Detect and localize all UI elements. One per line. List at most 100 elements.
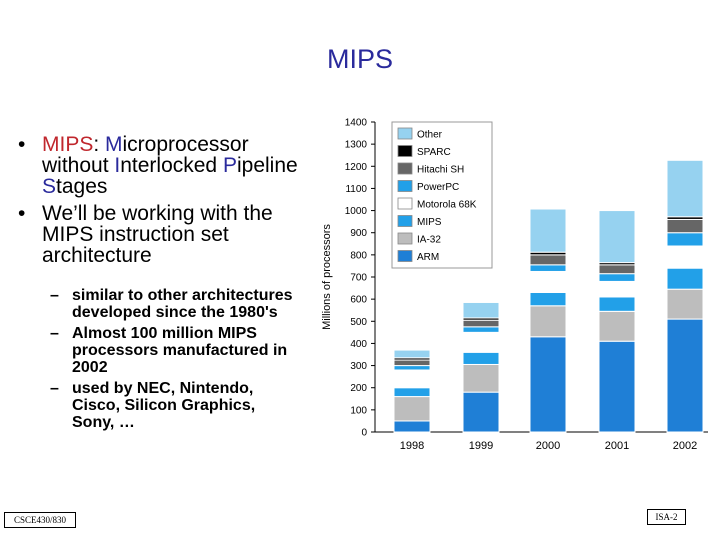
legend-swatch [397,145,413,157]
bar-segment [529,254,567,266]
bullet-mips-definition: • MIPS: Microprocessor without Interlock… [18,134,308,197]
bar-segment [529,264,567,272]
sub-bullet-text: similar to other architectures developed… [72,287,293,321]
bar-segment [666,159,704,218]
x-tick-label: 2002 [673,440,697,452]
legend-box [391,121,493,269]
bar-segment [393,387,431,398]
legend-label: Other [417,130,443,141]
y-tick-label: 1100 [345,184,367,195]
x-tick-label: 1999 [469,440,493,452]
bar-segment [666,218,704,234]
letter-m: M [105,133,123,156]
y-tick-label: 100 [350,405,367,416]
bar-segment [462,351,500,365]
y-tick-label: 400 [350,339,367,350]
bullet-marker: • [18,133,26,156]
bar-segment [666,288,704,320]
bar-segment [529,270,567,293]
bar-segment [598,264,636,275]
dash-marker: – [50,325,59,342]
letter-s: S [42,175,57,198]
x-tick-label: 1998 [400,440,424,452]
text-ipeline: ipeline [236,154,298,177]
sub-bullet: – similar to other architectures develop… [50,287,300,321]
legend-swatch [397,197,413,210]
x-tick-label: 2001 [605,440,629,452]
text-without: without [42,154,115,177]
bar-segment [462,363,500,393]
sub-bullet: – used by NEC, Nintendo, Cisco, Silicon … [50,380,300,431]
bar-segment [462,326,500,333]
bar-segment [393,349,431,359]
y-tick-label: 1000 [345,206,368,217]
y-axis-title: Millions of processors [321,224,333,330]
processor-shipments-chart: 0 100 200 300 400 500 600 700 800 900 1000 1100 1200… [321,118,708,452]
legend-label: Hitachi SH [417,165,464,176]
y-tick-label: 900 [350,228,367,239]
text-icroprocessor: icroprocessor [122,133,249,156]
y-tick-label: 500 [350,317,367,328]
bar-segment [598,340,636,433]
bar-segment [598,296,636,312]
bar-segment [393,420,431,433]
legend-label: SPARC [417,147,451,158]
slide-number-label: ISA-2 [647,509,686,525]
bar-segment [462,319,500,328]
dash-marker: – [50,287,59,304]
legend-swatch [397,127,413,140]
legend-label: IA-32 [417,235,441,246]
y-tick-label: 300 [350,361,367,372]
legend-swatch [397,232,413,245]
sub-bullet-text: used by NEC, Nintendo, Cisco, Silicon Gr… [72,380,256,431]
legend-label: MIPS [417,217,442,228]
bar-segment [598,280,636,298]
bullet-text: We’ll be working with the MIPS instructi… [42,202,273,267]
legend-swatch [397,180,413,192]
slide-title: MIPS [326,44,393,74]
bar-segment [462,301,500,319]
bar-segment [666,318,704,433]
letter-p: P [222,154,237,177]
bar-segment [529,336,567,433]
y-tick-label: 600 [350,295,367,306]
letter-i: I [114,154,121,177]
bar-segment [462,331,500,353]
bar-segment [462,391,500,433]
bullet-working-with-mips: • We’ll be working with the MIPS instruc… [18,203,308,266]
y-tick-label: 1400 [345,118,368,129]
text-tages: tages [56,175,108,198]
y-tick-label: 1300 [345,140,368,151]
bar-segment [598,310,636,342]
bullet-marker: • [18,202,26,225]
bar-segment [529,208,567,253]
bar-segment [666,245,704,269]
y-tick-label: 0 [361,428,367,439]
main-bullets: • MIPS: Microprocessor without Interlock… [18,134,308,272]
legend-label: PowerPC [417,182,459,193]
sub-bullet: – Almost 100 million MIPS processors man… [50,325,300,376]
y-tick-label: 800 [350,250,367,261]
x-tick-label: 2000 [536,440,560,452]
y-tick-label: 1200 [345,162,368,173]
bar-segment [393,396,431,422]
bar-segment [598,210,636,264]
legend-label: ARM [417,252,439,263]
dash-marker: – [50,380,59,397]
bar-segment [393,359,431,367]
bar-segment [393,365,431,371]
legend-swatch [397,215,413,227]
mips-term: MIPS [42,133,94,156]
bar-segment [393,369,431,389]
colon-text: : [93,133,106,156]
sub-bullets: – similar to other architectures develop… [50,287,300,435]
sub-bullet-text: Almost 100 million MIPS processors manuf… [72,325,288,376]
bar-segment [666,267,704,290]
legend-label: Motorola 68K [417,200,477,211]
bar-segment [529,305,567,338]
bar-segment [598,273,636,282]
text-nterlocked: nterlocked [120,154,218,177]
legend-swatch [397,250,413,262]
course-code-label: CSCE430/830 [4,512,76,528]
legend-swatch [397,162,413,175]
